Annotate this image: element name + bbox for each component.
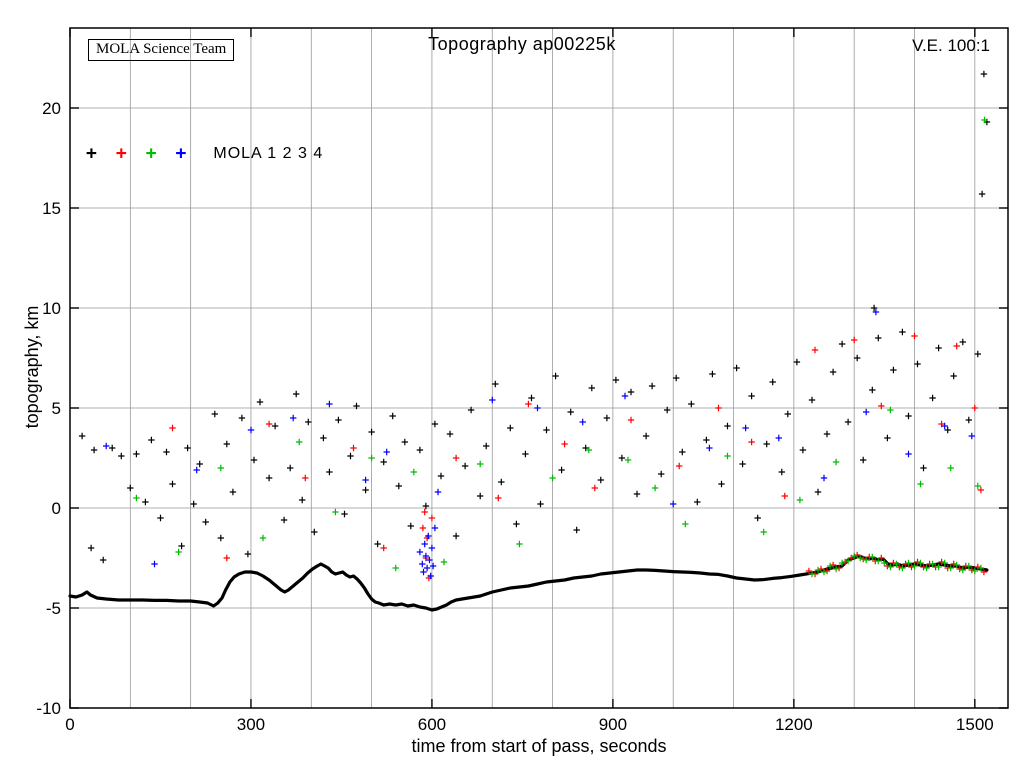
y-tick-label: -10 xyxy=(36,699,61,718)
scatter-series-4 xyxy=(103,308,975,580)
x-tick-label: 1200 xyxy=(775,715,813,734)
y-tick-label: 0 xyxy=(52,499,61,518)
plot-frame xyxy=(69,27,1009,709)
x-axis-label: time from start of pass, seconds xyxy=(411,736,667,756)
vertical-exaggeration-label: V.E. 100:1 xyxy=(912,36,990,55)
ground-track-line xyxy=(68,554,989,612)
scatter-series-2 xyxy=(169,332,988,582)
watermark-text: MOLA Science Team xyxy=(96,41,227,57)
legend-marker-3: + xyxy=(145,143,157,164)
scatter-series-1 xyxy=(78,70,991,564)
y-tick-label: 10 xyxy=(42,299,61,318)
legend-marker-2: + xyxy=(115,143,127,164)
y-tick-label: -5 xyxy=(46,599,61,618)
legend: + + + + MOLA 1 2 3 4 xyxy=(86,145,323,163)
axis-ticks xyxy=(69,28,1008,709)
x-tick-label: 900 xyxy=(599,715,627,734)
y-axis-label: topography, km xyxy=(22,305,42,429)
legend-label: MOLA 1 2 3 4 xyxy=(213,145,324,162)
legend-marker-4: + xyxy=(175,143,187,164)
legend-marker-1: + xyxy=(86,143,97,164)
x-tick-label: 600 xyxy=(418,715,446,734)
watermark-box: MOLA Science Team xyxy=(88,39,235,61)
x-tick-label: 0 xyxy=(65,715,74,734)
x-tick-label: 300 xyxy=(237,715,265,734)
y-tick-label: 5 xyxy=(52,399,61,418)
scatter-series-3 xyxy=(133,116,988,578)
legend-markers: + + + + xyxy=(86,145,186,163)
y-tick-label: 15 xyxy=(42,199,61,218)
x-tick-label: 1500 xyxy=(956,715,994,734)
y-tick-label: 20 xyxy=(42,99,61,118)
chart-title: Topography ap00225k xyxy=(428,34,616,54)
